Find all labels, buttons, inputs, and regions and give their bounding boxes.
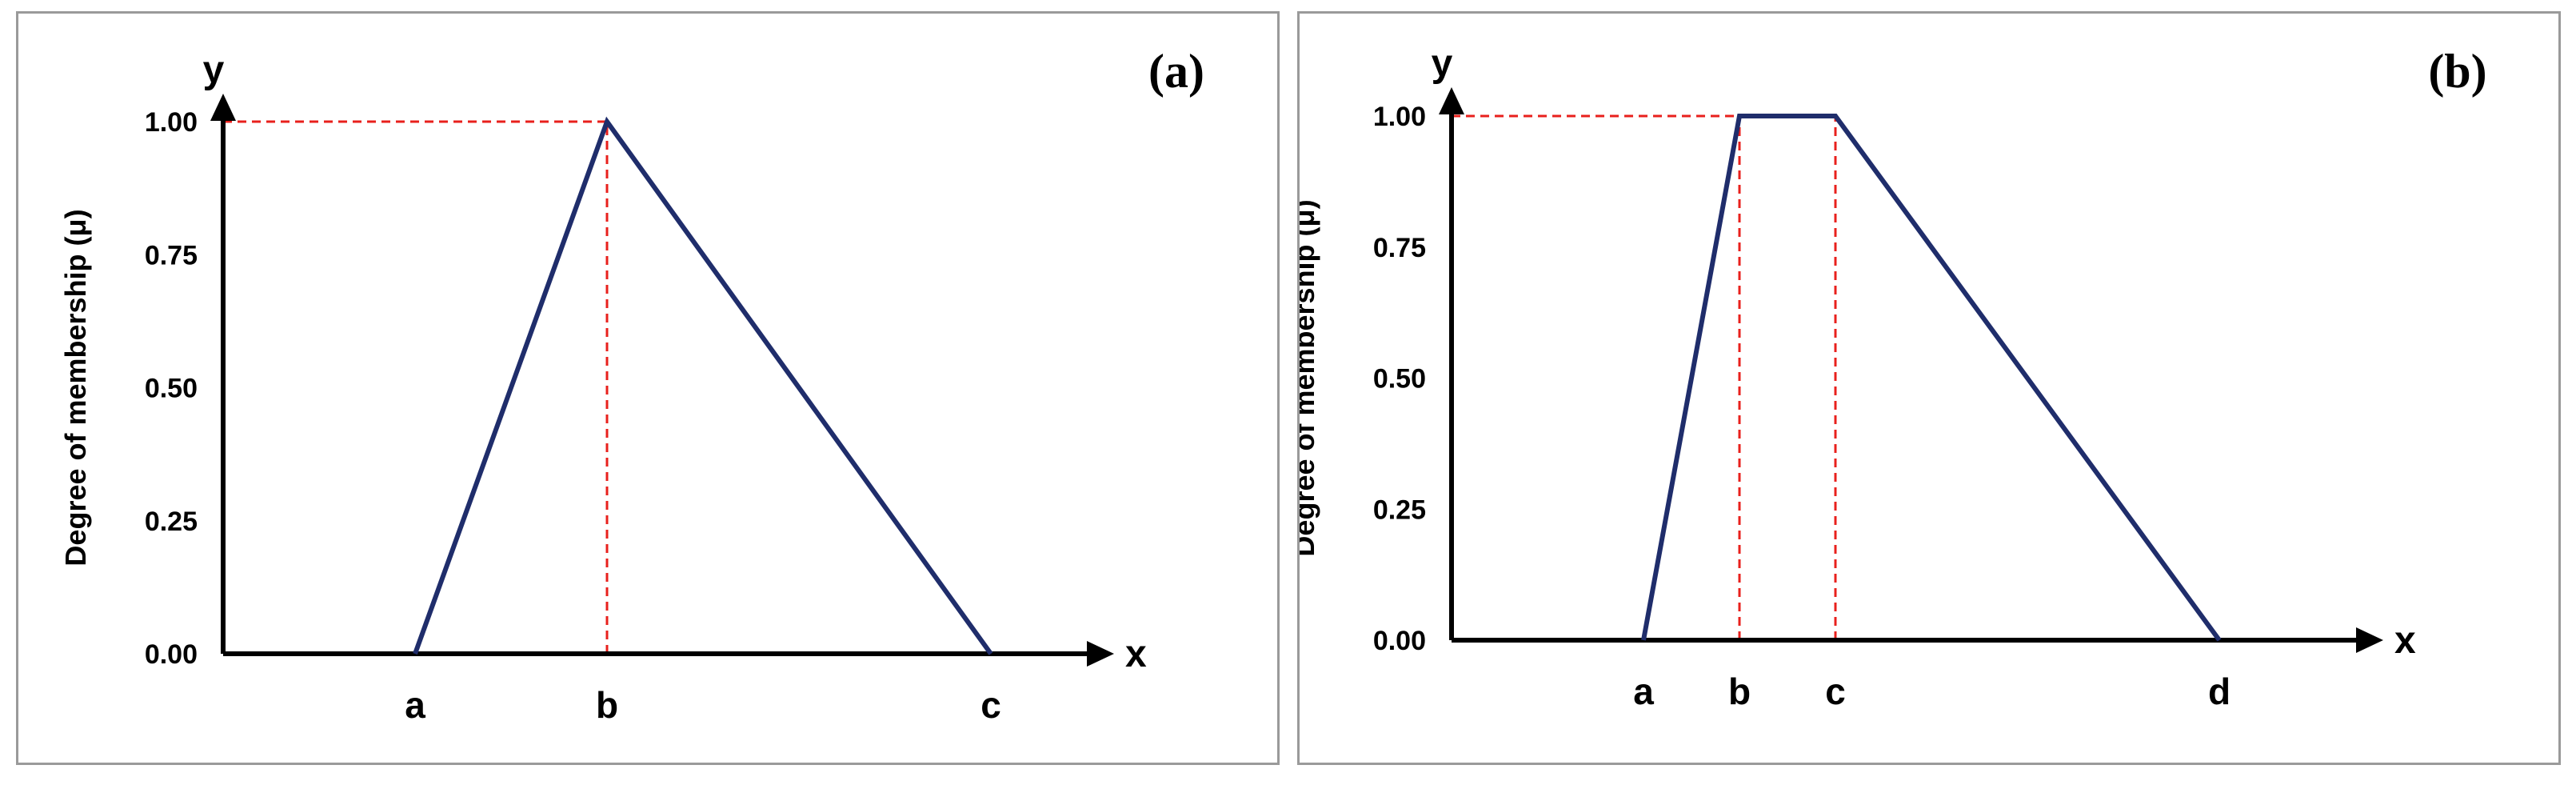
x-point-label-c: c (1825, 671, 1846, 712)
x-point-label-a: a (405, 684, 425, 726)
x-point-label-b: b (596, 684, 618, 726)
y-axis-arrowhead (210, 94, 236, 121)
membership-chart-a: x y 0.00 0.25 0.50 0.75 1.00 Degree of membersh… (59, 45, 1204, 726)
y-tick-label: 0.50 (1373, 364, 1426, 395)
membership-line (413, 116, 993, 655)
x-point-label-d: d (2208, 671, 2231, 712)
y-tick-label: 0.50 (145, 374, 198, 404)
y-axis-label: Degree of membership (μ) (59, 209, 92, 566)
y-axis-letter: y (1432, 42, 1453, 85)
membership-line (1641, 114, 2222, 642)
y-axis-arrowhead (1439, 87, 1464, 114)
y-axis-letter: y (203, 49, 225, 91)
panel-label: (a) (1148, 45, 1204, 98)
x-axis-arrowhead (1087, 641, 1114, 667)
membership-chart-b: x y 0.00 0.25 0.50 0.75 1.00 Degree of membersh… (1300, 42, 2487, 712)
x-point-label-a: a (1633, 671, 1654, 712)
y-tick-label: 0.75 (145, 240, 198, 270)
x-point-label-c: c (980, 684, 1001, 726)
x-axis-letter: x (2394, 619, 2416, 662)
y-tick-label: 1.00 (1373, 102, 1426, 132)
y-tick-label: 0.25 (145, 507, 198, 537)
x-axis-letter: x (1125, 633, 1147, 675)
panel-label: (b) (2428, 45, 2486, 98)
y-axis-label: Degree of membership (μ) (1300, 199, 1320, 556)
x-axis-arrowhead (2356, 627, 2383, 653)
chart-panel-a: x y 0.00 0.25 0.50 0.75 1.00 Degree of membersh… (16, 11, 1280, 765)
x-point-label-b: b (1728, 671, 1751, 712)
y-tick-label: 0.00 (145, 639, 198, 670)
y-tick-label: 0.25 (1373, 495, 1426, 525)
y-tick-label: 0.00 (1373, 626, 1426, 656)
y-tick-label: 1.00 (145, 107, 198, 138)
y-tick-label: 0.75 (1373, 233, 1426, 263)
chart-panel-b: x y 0.00 0.25 0.50 0.75 1.00 Degree of membersh… (1297, 11, 2561, 765)
